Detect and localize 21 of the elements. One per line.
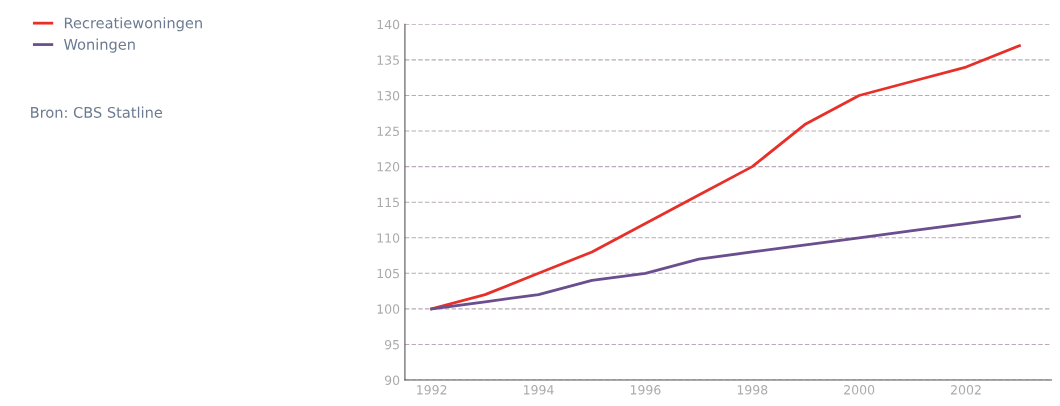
line-series (430, 215, 1021, 311)
y-tick-label: 130 (377, 90, 400, 101)
text: Bron: CBS Statline (31, 106, 163, 118)
y-tick-label: 115 (377, 197, 399, 208)
y-tick-label: 105 (377, 268, 399, 279)
x-tick-label: 1996 (630, 385, 661, 395)
x-tick-label: 2000 (844, 385, 875, 395)
x-tick-label: 1992 (417, 385, 447, 395)
y-tick-label: 120 (377, 162, 400, 172)
y-tick-label: 140 (377, 19, 400, 30)
y-tick-label: 100 (377, 304, 400, 314)
y-tick-label: 135 (377, 55, 399, 65)
x-tick-label: 1998 (737, 385, 768, 395)
x-tick-label: 1994 (523, 385, 554, 395)
legend-label: Recreatiewoningen (64, 17, 202, 32)
x-tick-label: 2002 (951, 385, 981, 395)
y-tick-label: 125 (377, 126, 399, 136)
y-tick-label: 110 (377, 233, 400, 243)
legend-label: Woningen (63, 38, 135, 53)
y-tick-label: 90 (384, 375, 400, 385)
y-tick-label: 95 (384, 339, 399, 350)
